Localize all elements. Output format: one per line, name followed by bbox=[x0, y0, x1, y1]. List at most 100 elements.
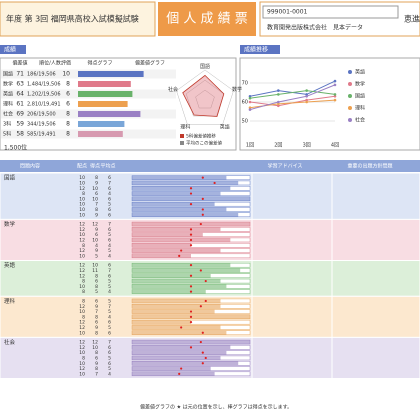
row-number: 6 bbox=[108, 320, 111, 326]
subject: 国語 bbox=[3, 71, 13, 78]
score-bar bbox=[132, 366, 211, 371]
row-number: 10 bbox=[79, 350, 85, 356]
score-bar bbox=[132, 298, 221, 303]
publisher: 教育開発出版株式会社 見本データ bbox=[267, 24, 363, 32]
row-number: 5 bbox=[108, 366, 111, 372]
trend-point bbox=[277, 102, 280, 106]
deviation: 69 bbox=[16, 111, 24, 118]
score-bar bbox=[132, 227, 221, 232]
row-number: 5 bbox=[108, 232, 111, 238]
average-marker bbox=[189, 346, 193, 349]
row-number: 12 bbox=[79, 237, 85, 243]
trend-legend: 社会 bbox=[355, 117, 365, 124]
average-marker bbox=[201, 208, 204, 211]
radar-legend: 平均のこの偏差値 bbox=[186, 140, 222, 147]
school: 恵進塾 bbox=[404, 14, 420, 24]
deviation: 61 bbox=[16, 101, 24, 108]
row-number: 7 bbox=[108, 268, 111, 274]
score-bar bbox=[132, 289, 206, 294]
subject: 英語 bbox=[3, 91, 13, 98]
trend-line bbox=[249, 84, 336, 111]
score-bar bbox=[132, 253, 191, 258]
trend-point bbox=[305, 89, 308, 92]
row-number: 5 bbox=[108, 309, 111, 315]
row-number: 6 bbox=[95, 320, 98, 326]
subject: 数学 bbox=[3, 81, 13, 88]
row-number: 4 bbox=[108, 243, 111, 249]
score-bar bbox=[132, 232, 203, 237]
row-number: 6 bbox=[108, 196, 111, 202]
score-bar bbox=[132, 207, 227, 212]
deviation-bar bbox=[78, 101, 128, 107]
deviation-bar bbox=[78, 91, 133, 97]
row-number: 10 bbox=[79, 175, 85, 181]
deviation-bar bbox=[78, 81, 131, 87]
deviation: 58 bbox=[16, 131, 24, 138]
deviation: 59 bbox=[16, 121, 24, 128]
row-number: 7 bbox=[108, 340, 111, 346]
row-number: 8 bbox=[82, 289, 85, 295]
average-marker bbox=[201, 362, 204, 365]
score-bar bbox=[132, 304, 221, 309]
average-marker bbox=[201, 176, 204, 179]
y-tick-label: 60 bbox=[242, 100, 248, 106]
score-bar bbox=[132, 273, 211, 278]
row-number: 12 bbox=[79, 248, 85, 254]
score-bar bbox=[132, 355, 221, 360]
row-number: 5 bbox=[95, 289, 98, 295]
row-number: 10 bbox=[92, 237, 98, 243]
row-number: 10 bbox=[79, 196, 85, 202]
row-number: 10 bbox=[92, 186, 98, 192]
trend-line bbox=[249, 80, 336, 97]
row-number: 6 bbox=[95, 191, 98, 197]
score-bar bbox=[132, 309, 215, 314]
average-marker bbox=[189, 274, 193, 277]
average-marker bbox=[189, 264, 193, 267]
row-number: 5 bbox=[95, 253, 98, 259]
subject: 5科 bbox=[3, 131, 11, 138]
score-bar bbox=[132, 371, 215, 376]
trend-line bbox=[249, 90, 336, 99]
row-number: 9 bbox=[95, 212, 98, 218]
row-number: 10 bbox=[92, 263, 98, 269]
score-bar bbox=[132, 237, 231, 242]
radar-area bbox=[182, 74, 225, 117]
row-number: 6 bbox=[108, 175, 111, 181]
trend-title: 成績推移 bbox=[244, 46, 268, 54]
legend-marker bbox=[348, 94, 352, 98]
row-number: 9 bbox=[95, 180, 98, 186]
average-marker bbox=[189, 238, 193, 242]
row-number: 12 bbox=[79, 320, 85, 326]
score-bar bbox=[132, 175, 227, 180]
average-marker bbox=[189, 310, 193, 313]
radar-grid bbox=[195, 89, 215, 109]
row-number: 6 bbox=[108, 273, 111, 279]
tab bbox=[0, 45, 26, 54]
average-marker bbox=[189, 290, 193, 293]
row-number: 5 bbox=[108, 279, 111, 285]
row-number: 7 bbox=[108, 304, 111, 310]
row-number: 8 bbox=[95, 175, 98, 181]
row-number: 10 bbox=[79, 371, 85, 377]
y-tick-label: 70 bbox=[242, 81, 248, 87]
row-number: 10 bbox=[79, 202, 85, 208]
row-number: 8 bbox=[95, 366, 98, 372]
section-name: 理科 bbox=[4, 297, 16, 305]
subject: 社会 bbox=[3, 111, 13, 118]
row-number: 7 bbox=[95, 371, 98, 377]
title-box bbox=[158, 2, 256, 36]
column-header: 偏差値グラフ bbox=[135, 60, 165, 67]
row-number: 12 bbox=[92, 340, 98, 346]
legend-marker bbox=[348, 118, 352, 122]
average-marker bbox=[201, 213, 204, 216]
row-number: 8 bbox=[95, 207, 98, 213]
row-number: 5 bbox=[108, 202, 111, 208]
row-number: 6 bbox=[108, 212, 111, 218]
row-number: 11 bbox=[92, 268, 98, 274]
trend-point bbox=[333, 98, 337, 102]
exam-box bbox=[0, 1, 156, 37]
average-marker bbox=[189, 285, 193, 288]
trend-point bbox=[333, 93, 337, 96]
row-number: 9 bbox=[95, 248, 98, 254]
row-number: 7 bbox=[95, 202, 98, 208]
